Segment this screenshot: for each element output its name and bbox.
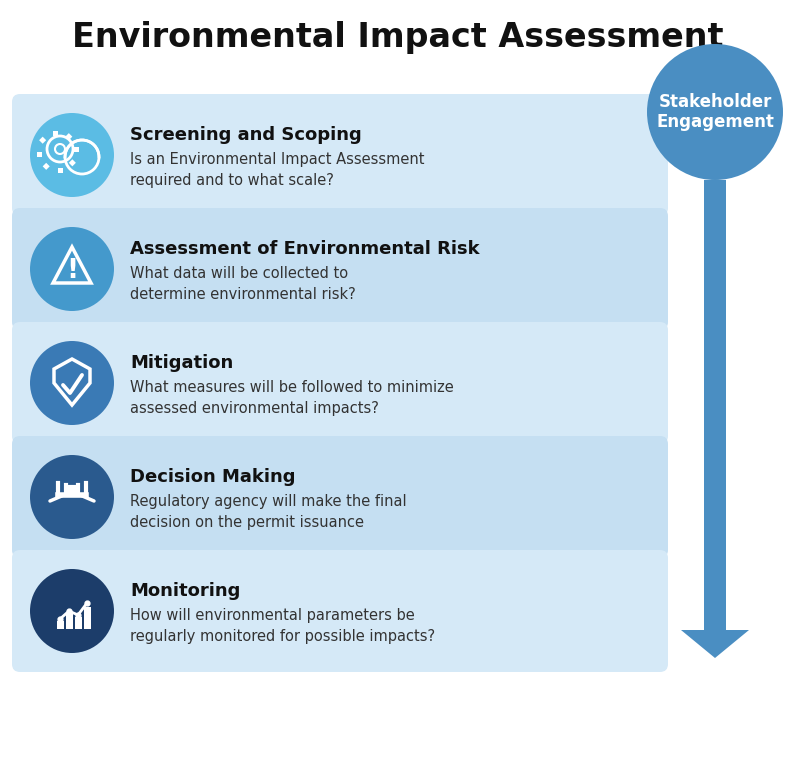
Circle shape: [30, 455, 114, 539]
Bar: [66, 613, 73, 629]
Text: Assessment of Environmental Risk: Assessment of Environmental Risk: [130, 240, 479, 258]
Text: What measures will be followed to minimize
assessed environmental impacts?: What measures will be followed to minimi…: [130, 380, 454, 416]
Circle shape: [30, 341, 114, 425]
FancyBboxPatch shape: [12, 208, 668, 330]
Bar: [57, 621, 64, 629]
Text: Regulatory agency will make the final
decision on the permit issuance: Regulatory agency will make the final de…: [130, 494, 406, 530]
Text: Mitigation: Mitigation: [130, 354, 233, 372]
Text: What data will be collected to
determine environmental risk?: What data will be collected to determine…: [130, 266, 355, 302]
Circle shape: [30, 227, 114, 311]
Bar: [73, 147, 79, 151]
Bar: [52, 130, 57, 136]
Bar: [57, 168, 63, 172]
Bar: [39, 137, 46, 144]
Bar: [37, 151, 41, 157]
FancyBboxPatch shape: [12, 436, 668, 558]
Circle shape: [647, 44, 783, 180]
Bar: [75, 617, 82, 629]
Text: How will environmental parameters be
regularly monitored for possible impacts?: How will environmental parameters be reg…: [130, 608, 435, 644]
FancyBboxPatch shape: [12, 550, 668, 672]
Bar: [69, 159, 76, 166]
Polygon shape: [681, 630, 749, 658]
Text: !: !: [66, 258, 78, 284]
Bar: [704, 180, 726, 634]
Text: Screening and Scoping: Screening and Scoping: [130, 126, 362, 144]
Bar: [43, 163, 50, 170]
Text: Is an Environmental Impact Assessment
required and to what scale?: Is an Environmental Impact Assessment re…: [130, 152, 425, 188]
Bar: [65, 133, 72, 141]
Bar: [84, 607, 91, 629]
Text: Stakeholder: Stakeholder: [658, 93, 772, 111]
Circle shape: [30, 113, 114, 197]
Circle shape: [30, 569, 114, 653]
Text: Decision Making: Decision Making: [130, 468, 296, 486]
Text: Engagement: Engagement: [656, 113, 774, 131]
Text: Monitoring: Monitoring: [130, 582, 240, 600]
FancyBboxPatch shape: [12, 94, 668, 216]
FancyBboxPatch shape: [12, 322, 668, 444]
Text: Environmental Impact Assessment: Environmental Impact Assessment: [72, 21, 723, 53]
